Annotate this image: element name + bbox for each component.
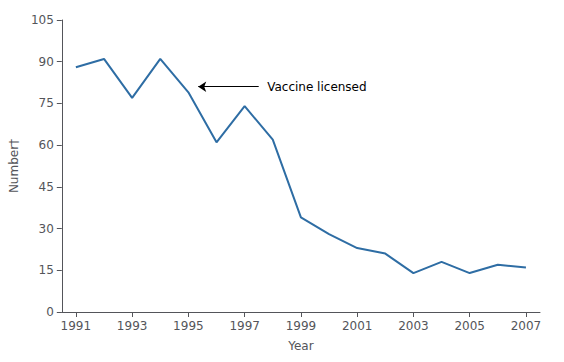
svg-text:0: 0: [46, 305, 54, 319]
svg-text:105: 105: [31, 13, 54, 27]
svg-text:90: 90: [39, 55, 54, 69]
svg-text:1995: 1995: [173, 319, 204, 333]
svg-text:75: 75: [39, 96, 54, 110]
svg-text:Year: Year: [287, 339, 313, 353]
svg-text:30: 30: [39, 222, 54, 236]
svg-text:60: 60: [39, 138, 54, 152]
svg-text:2005: 2005: [454, 319, 485, 333]
svg-text:45: 45: [39, 180, 54, 194]
svg-text:2001: 2001: [342, 319, 373, 333]
svg-text:Vaccine licensed: Vaccine licensed: [267, 80, 366, 94]
svg-text:15: 15: [39, 263, 54, 277]
svg-text:2007: 2007: [511, 319, 542, 333]
svg-text:1993: 1993: [117, 319, 148, 333]
svg-text:1997: 1997: [229, 319, 260, 333]
svg-text:Number†: Number†: [7, 139, 21, 193]
svg-text:1991: 1991: [61, 319, 92, 333]
svg-text:1999: 1999: [286, 319, 317, 333]
svg-text:2003: 2003: [398, 319, 429, 333]
